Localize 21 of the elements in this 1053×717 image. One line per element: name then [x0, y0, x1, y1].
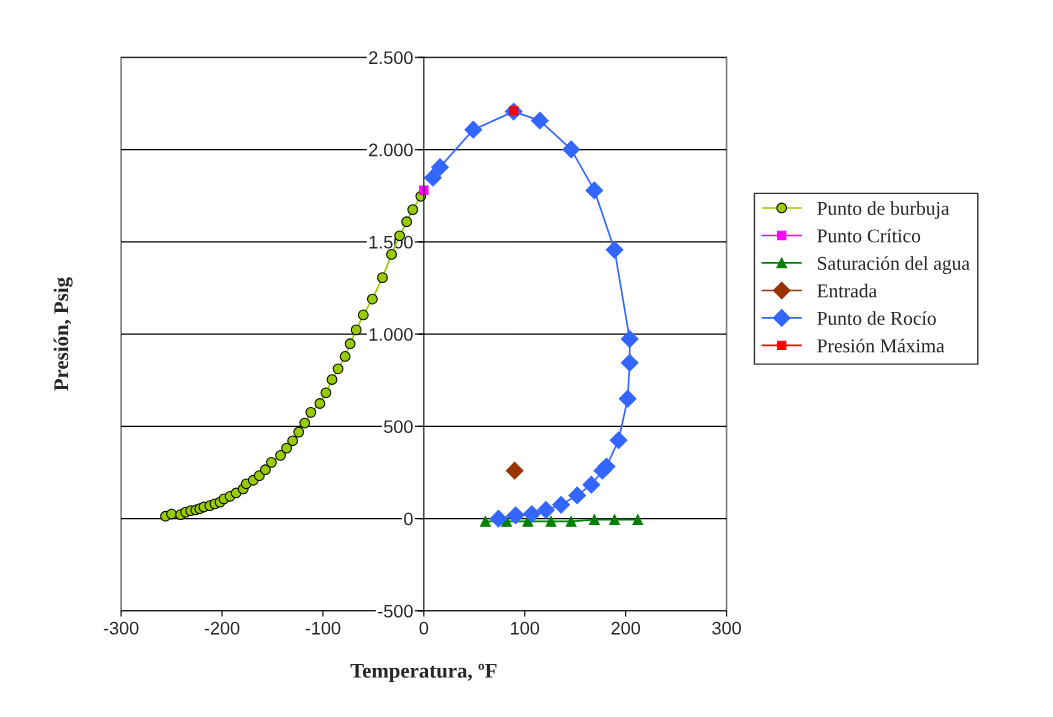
x-tick-label: 200 [611, 621, 641, 635]
y-tick-label: 1.000 [369, 328, 413, 341]
x-axis-title: Temperatura, ºF [350, 663, 497, 683]
y-tick-label: 2.500 [369, 51, 413, 65]
y-axis-title: Presión, Psig [53, 277, 73, 391]
y-tick-label: 500 [384, 420, 413, 434]
legend-label: Punto de Rocío [817, 311, 936, 325]
y-tick-label: -500 [378, 604, 413, 618]
x-tick-label: -300 [103, 621, 139, 635]
x-tick-label: 100 [511, 621, 540, 635]
legend-label: Punto Crítico [817, 228, 921, 243]
x-tick-label: 0 [419, 621, 429, 635]
y-tick-label: 2.000 [369, 143, 413, 157]
legend-label: Entrada [817, 283, 877, 298]
y-tick-label: 0 [404, 512, 413, 526]
x-tick-label: -200 [204, 621, 240, 635]
x-tick-label: -100 [305, 621, 341, 635]
legend-label: Presión Máxima [817, 338, 945, 353]
legend-label: Punto de burbuja [817, 201, 950, 219]
x-tick-label: 300 [712, 621, 741, 635]
legend-label: Saturación del agua [817, 256, 970, 274]
